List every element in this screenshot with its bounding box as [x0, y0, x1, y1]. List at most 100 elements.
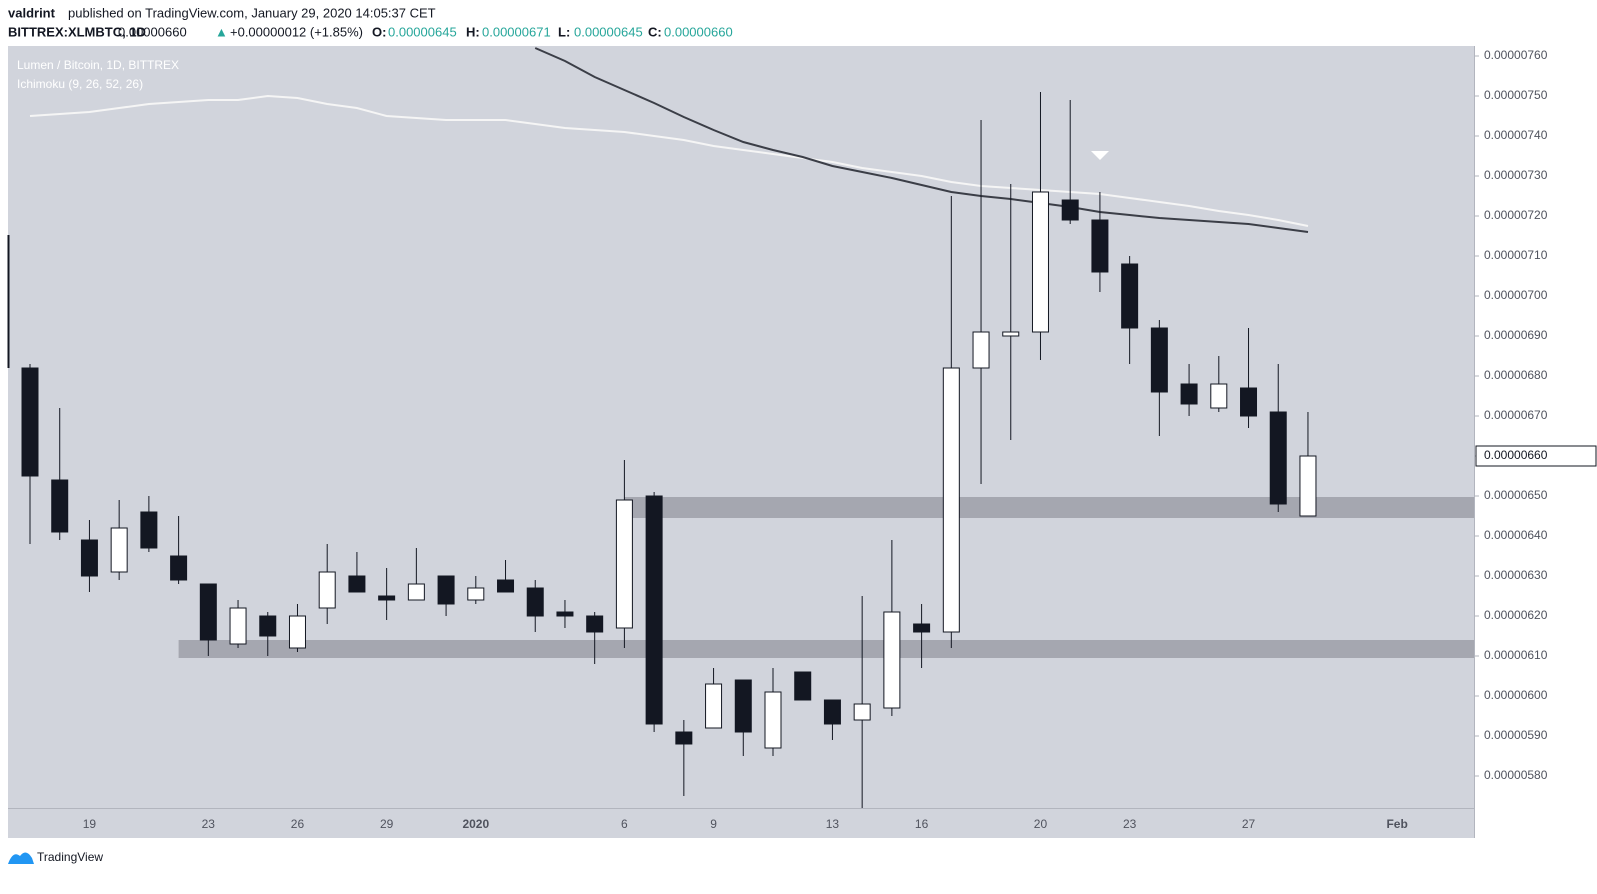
- candle-body: [170, 555, 188, 581]
- candle-body: [1031, 191, 1049, 333]
- candle-body: [1299, 455, 1317, 517]
- candle-body: [1269, 411, 1287, 505]
- support-zone: [624, 497, 1474, 518]
- candle-body: [199, 583, 217, 641]
- y-tick-label: 0.00000670: [1484, 408, 1548, 422]
- candle-body: [823, 699, 841, 725]
- candle-body: [1240, 387, 1258, 417]
- indicator-line: [29, 94, 1309, 227]
- candle-body: [1150, 327, 1168, 393]
- y-tick-label: 0.00000600: [1484, 688, 1548, 702]
- y-tick-label: 0.00000740: [1484, 128, 1548, 142]
- y-tick-label: 0.00000650: [1484, 488, 1548, 502]
- candle-body: [1180, 383, 1198, 405]
- y-tick-label: 0.00000710: [1484, 248, 1548, 262]
- y-tick-label: 0.00000720: [1484, 208, 1548, 222]
- y-tick-label: 0.00000760: [1484, 48, 1548, 62]
- y-tick-label: 0.00000750: [1484, 88, 1548, 102]
- candle-body: [794, 671, 812, 701]
- candle-body: [140, 511, 158, 549]
- change-arrow: ▲: [215, 24, 228, 39]
- candle-body: [21, 367, 39, 477]
- marker: [1091, 151, 1109, 160]
- y-tick-label: 0.00000640: [1484, 528, 1548, 542]
- candle-body: [318, 571, 336, 609]
- candle-body: [1061, 199, 1079, 221]
- symbol: BITTREX:XLMBTC, 1D: [8, 24, 146, 39]
- ohlc-value: 0.00000645: [388, 24, 457, 39]
- candle-body: [80, 539, 98, 577]
- y-tick-label: 0.00000690: [1484, 328, 1548, 342]
- legend-title: Lumen / Bitcoin, 1D, BITTREX: [17, 58, 179, 72]
- candle-body: [883, 611, 901, 709]
- candle-body: [407, 583, 425, 601]
- y-tick-label: 0.00000630: [1484, 568, 1548, 582]
- y-tick-label: 0.00000680: [1484, 368, 1548, 382]
- logo-icon: [8, 852, 34, 864]
- y-tick-label: 0.00000610: [1484, 648, 1548, 662]
- x-tick-label: 23: [202, 817, 216, 831]
- candle-body: [645, 495, 663, 725]
- support-zone: [178, 640, 1475, 658]
- x-tick-label: 16: [915, 817, 929, 831]
- ohlc-key: O:: [372, 24, 386, 39]
- x-tick-label: 2020: [462, 817, 489, 831]
- candle-body: [586, 615, 604, 633]
- candle-body: [437, 575, 455, 605]
- last-price: 0.00000660: [118, 24, 187, 39]
- candle-body: [467, 587, 485, 601]
- x-tick-label: 27: [1242, 817, 1256, 831]
- change: +0.00000012 (+1.85%): [230, 24, 363, 39]
- author: valdrint: [8, 5, 56, 20]
- published: published on TradingView.com, January 29…: [68, 5, 436, 20]
- x-tick-label: 9: [710, 817, 717, 831]
- candle-body: [853, 703, 871, 721]
- y-tick-label: 0.00000590: [1484, 728, 1548, 742]
- x-tick-label: 20: [1034, 817, 1048, 831]
- candle-body: [348, 575, 366, 593]
- ohlc-key: C:: [648, 24, 662, 39]
- candle-body: [942, 367, 960, 633]
- candle-body: [378, 595, 396, 601]
- y-tick-label: 0.00000620: [1484, 608, 1548, 622]
- y-tick-label: 0.00000700: [1484, 288, 1548, 302]
- candle-body: [1121, 263, 1139, 329]
- x-tick-label: 29: [380, 817, 394, 831]
- x-tick-label: 19: [83, 817, 97, 831]
- y-tick-label: 0.00000730: [1484, 168, 1548, 182]
- candle-body: [972, 331, 990, 369]
- candle-body: [675, 731, 693, 745]
- logo: [8, 852, 34, 864]
- price-label: 0.00000660: [1484, 448, 1548, 462]
- candle-body: [259, 615, 277, 637]
- x-tick-label: 6: [621, 817, 628, 831]
- ohlc-key: L:: [558, 24, 570, 39]
- candle-body: [913, 623, 931, 633]
- candle-body: [497, 579, 515, 593]
- candle-body: [705, 683, 723, 729]
- ohlc-value: 0.00000671: [482, 24, 551, 39]
- candle-body: [764, 691, 782, 749]
- candle-body: [110, 527, 128, 573]
- x-tick-label: 26: [291, 817, 305, 831]
- indicator-label: Ichimoku (9, 26, 52, 26): [17, 77, 143, 91]
- candle-body: [1091, 219, 1109, 273]
- candle-body: [229, 607, 247, 645]
- x-tick-label: 13: [826, 817, 840, 831]
- x-tick-label: 23: [1123, 817, 1137, 831]
- candle-body: [734, 679, 752, 733]
- price-label-box: [1475, 445, 1597, 467]
- footer-brand[interactable]: TradingView: [37, 850, 103, 864]
- candle-body: [51, 479, 69, 533]
- candle-body: [1210, 383, 1228, 409]
- ohlc-value: 0.00000660: [664, 24, 733, 39]
- candle-body: [556, 611, 574, 617]
- indicator-line: [534, 47, 1309, 233]
- x-tick-label: Feb: [1386, 817, 1407, 831]
- ohlc-value: 0.00000645: [574, 24, 643, 39]
- candle-body: [526, 587, 544, 617]
- candle-body: [615, 499, 633, 629]
- candle-body: [1002, 331, 1020, 337]
